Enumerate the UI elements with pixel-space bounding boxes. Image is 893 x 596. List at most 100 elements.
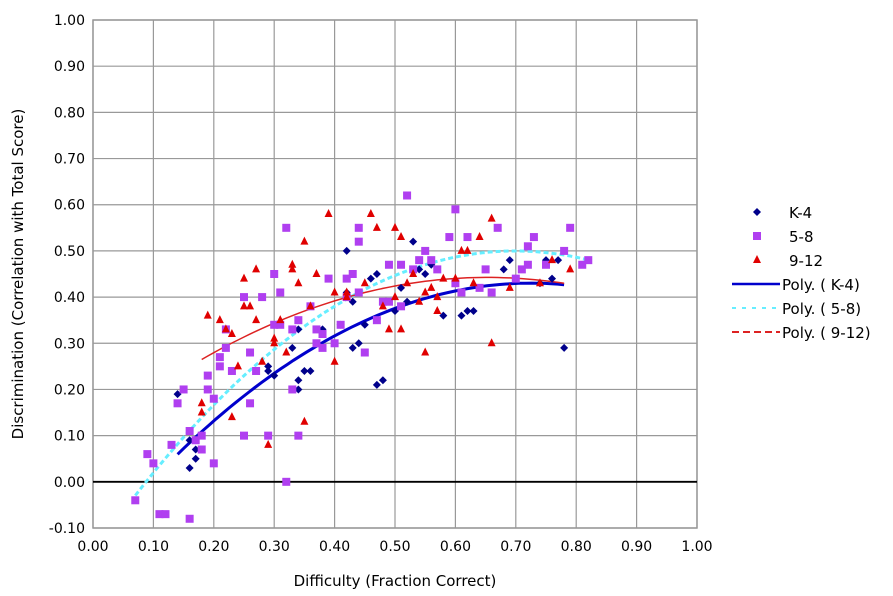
square-marker [397,260,406,269]
triangle-marker [427,282,436,291]
square-marker [372,316,381,325]
diamond-marker [421,270,430,278]
triangle-marker [378,301,387,310]
square-marker [221,343,230,352]
diamond-marker [288,343,297,352]
square-marker [475,283,484,292]
x-axis-label: Difficulty (Fraction Correct) [294,572,497,590]
diamond-marker [548,274,557,283]
triangle-marker [451,273,460,282]
square-marker [294,316,303,325]
square-marker [330,339,339,348]
square-marker [209,394,218,403]
square-marker [523,242,532,251]
square-marker [240,293,248,302]
diamond-marker [348,297,357,306]
square-marker [433,265,442,274]
square-marker [179,385,188,394]
square-marker [215,362,224,371]
diamond-marker [409,237,418,246]
triangle-marker [457,245,466,254]
diamond-marker [294,385,303,394]
diamond-marker [294,376,303,385]
square-marker [523,260,532,269]
diamond-marker [469,306,478,315]
square-marker [529,233,538,242]
triangle-marker [433,305,442,314]
x-tick-label: 0.70 [500,539,531,555]
square-marker [493,223,502,232]
triangle-marker [566,264,575,273]
triangle-marker [227,412,236,421]
triangle-marker [288,259,297,268]
square-marker [427,256,436,265]
square-marker [149,459,158,468]
square-marker [312,339,321,348]
square-marker [560,246,569,255]
square-marker [276,288,285,297]
square-marker [753,232,761,240]
diamond-marker [372,270,381,278]
triangle-marker [366,208,375,217]
square-marker [318,330,327,339]
triangle-marker [475,232,484,241]
diamond-marker [397,283,406,292]
y-tick-label: 1.00 [54,13,85,29]
square-marker [203,385,212,394]
triangle-marker [258,356,267,365]
triangle-marker [330,356,339,365]
square-marker [312,325,321,334]
x-tick-label: 0.90 [621,539,652,555]
square-marker [403,191,412,200]
square-marker [246,399,255,408]
diamond-marker [403,297,412,306]
square-marker [354,223,363,232]
triangle-marker [391,292,399,301]
square-marker [384,260,393,269]
x-tick-label: 0.20 [198,539,229,555]
triangle-marker [227,329,236,338]
square-marker [252,366,261,375]
triangle-marker [240,273,248,282]
x-tick-label: 0.10 [138,539,169,555]
triangle-marker [372,222,381,231]
diamond-marker [264,362,273,371]
square-marker [360,348,369,357]
triangle-marker [535,278,544,287]
triangle-marker [342,292,351,301]
square-marker [354,288,363,297]
triangle-marker [300,236,309,245]
diamond-marker [505,256,514,265]
square-marker [167,440,176,449]
diamond-marker [360,320,369,329]
triangle-marker [197,398,206,407]
square-marker [578,260,587,269]
square-marker [143,450,152,459]
triangle-marker [240,301,248,310]
x-tick-labels: 0.00 0.10 0.20 0.30 0.40 0.50 0.60 0.70 0.80 0.90… [77,539,712,555]
square-marker [487,288,496,297]
square-marker [384,297,393,306]
square-marker [336,320,345,329]
square-marker [294,431,303,440]
x-tick-label: 0.00 [77,539,108,555]
triangle-marker [391,222,399,231]
trendline [201,276,565,361]
square-marker [270,270,279,278]
square-marker [288,385,297,394]
square-marker [566,223,575,232]
triangle-marker [421,347,430,356]
square-marker [197,431,206,440]
y-tick-label: 0.80 [54,105,85,121]
square-marker [131,496,140,505]
square-marker [445,233,454,242]
y-tick-label: 0.40 [54,290,85,306]
x-tick-label: 0.60 [440,539,471,555]
y-tick-label: 0.30 [54,336,85,352]
diamond-marker [185,436,194,445]
square-marker [324,274,333,283]
triangle-marker [487,213,496,222]
triangle-marker [264,439,273,448]
square-marker [481,265,490,274]
